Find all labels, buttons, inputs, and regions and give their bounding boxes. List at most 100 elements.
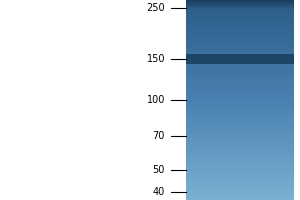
Bar [186,135,294,136]
Bar [186,145,294,146]
Bar [186,83,294,84]
Bar [186,0,294,1]
Bar [186,120,294,121]
Bar [186,113,294,114]
Bar [186,63,294,64]
Bar [186,144,294,145]
Bar [186,112,294,113]
Bar [186,93,294,94]
Bar [186,183,294,184]
Bar [186,19,294,20]
Bar [186,79,294,80]
Bar [186,101,294,102]
Bar [186,139,294,140]
Bar [186,71,294,72]
Bar [186,94,294,95]
Bar [186,125,294,126]
Bar [186,169,294,170]
Bar [186,179,294,180]
Bar [186,42,294,43]
Bar [186,24,294,25]
Bar [186,62,294,63]
Bar [186,47,294,48]
Bar [186,99,294,100]
Bar [186,12,294,13]
Bar [186,140,294,141]
Bar [186,36,294,37]
Bar [186,66,294,67]
Bar [186,131,294,132]
Bar [186,107,294,108]
Bar [186,78,294,79]
Bar [186,16,294,17]
Bar [186,11,294,12]
Bar [186,160,294,161]
Bar [186,174,294,175]
Bar [186,9,294,10]
Bar [186,122,294,123]
Bar [186,109,294,110]
Bar [186,52,294,53]
Bar [186,98,294,99]
Bar [186,96,294,97]
Bar [186,180,294,181]
Bar [186,65,294,66]
Bar [186,46,294,47]
Bar [186,172,294,173]
Bar [186,88,294,89]
Bar [186,90,294,91]
Bar [186,54,294,55]
Bar [186,161,294,162]
Bar [186,85,294,86]
Bar [186,129,294,130]
Bar [186,60,294,61]
Bar [186,197,294,198]
Bar [186,70,294,71]
Bar [186,5,294,6]
Bar [186,34,294,35]
Bar [186,76,294,77]
Bar [186,137,294,138]
Bar [186,7,294,8]
Bar [186,143,294,144]
Bar [186,108,294,109]
Bar [186,130,294,131]
Bar [186,149,294,150]
Bar [186,142,294,143]
Bar [186,4,294,5]
Bar [186,53,294,54]
Bar [186,25,294,26]
Bar [186,106,294,107]
Bar [186,182,294,183]
Bar [186,175,294,176]
Bar [186,118,294,119]
Bar [186,163,294,164]
Bar [186,72,294,73]
Bar [186,136,294,137]
Bar [186,74,294,75]
Bar [186,49,294,50]
Bar [186,164,294,165]
Bar [186,153,294,154]
Text: 250: 250 [146,3,165,13]
Bar [186,191,294,192]
Bar [186,188,294,189]
Bar [186,81,294,82]
Bar [186,198,294,199]
Bar [186,40,294,41]
Bar [186,48,294,49]
Bar [186,105,294,106]
Bar [186,190,294,191]
Bar [186,56,294,57]
Bar [186,30,294,31]
Bar [186,194,294,195]
Bar [186,37,294,38]
Bar [186,146,294,147]
Bar [186,166,294,167]
Bar [186,57,294,58]
Bar [186,151,294,152]
Bar [186,148,294,149]
Bar [186,59,294,60]
Bar [186,28,294,29]
Bar [186,111,294,112]
